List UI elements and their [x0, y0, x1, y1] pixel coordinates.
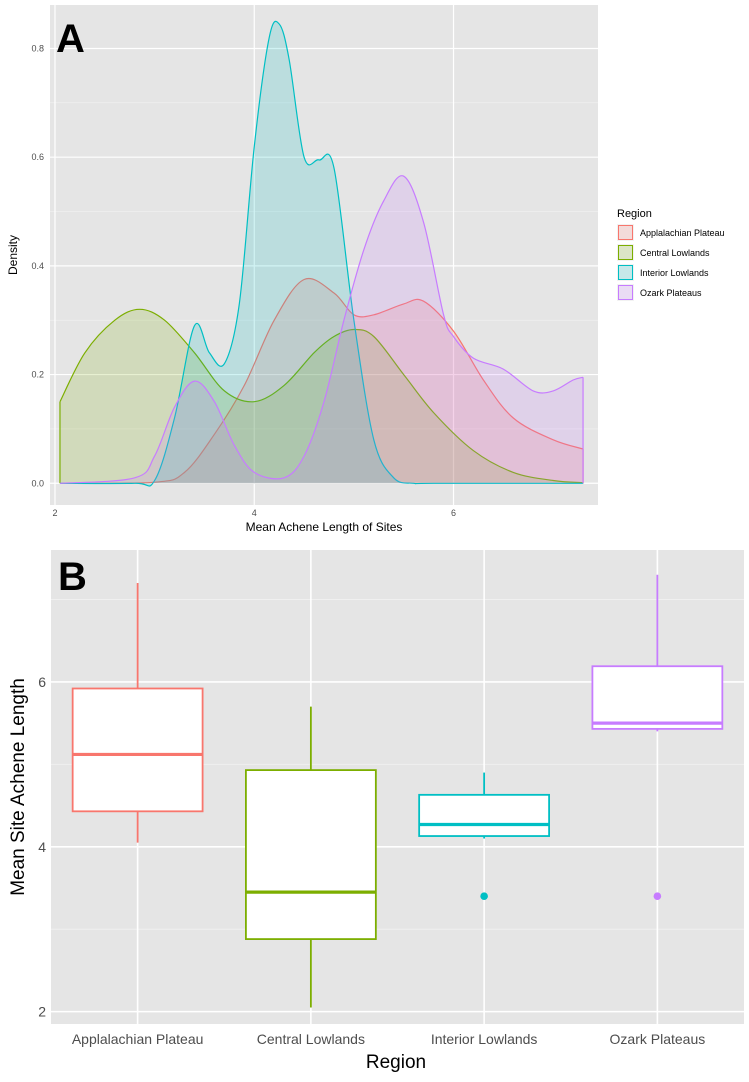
density-y-tick-label: 0.2 — [31, 370, 44, 380]
outlier-point — [653, 892, 662, 901]
boxplot-panel: 2 4 6 Applalachian Plateau Central Lowlands… — [8, 550, 744, 1073]
density-area-4 — [60, 175, 584, 484]
legend-swatch — [618, 245, 633, 260]
density-legend: Region Applalachian Plateau Central Lowlan… — [617, 208, 725, 301]
box-iqr — [71, 687, 204, 813]
legend-key-bg — [617, 224, 634, 241]
density-curves — [59, 20, 584, 487]
boxplot-boxes — [71, 574, 724, 1008]
boxplot-x-tick-label: Central Lowlands — [257, 1031, 365, 1047]
density-x-axis-title: Mean Achene Length of Sites — [246, 520, 403, 534]
density-line-3 — [59, 20, 584, 487]
density-plot-background — [50, 5, 598, 505]
boxplot-box-4 — [591, 574, 724, 901]
boxplot-x-tick-label: Applalachian Plateau — [72, 1031, 204, 1047]
density-x-tick-label: 4 — [252, 508, 257, 518]
density-x-tick-label: 2 — [52, 508, 57, 518]
boxplot-x-axis-title: Region — [366, 1052, 426, 1073]
outlier-point — [480, 892, 488, 901]
legend-swatch — [618, 285, 633, 300]
density-y-tick-labels: 0.0 0.2 0.4 0.6 0.8 — [31, 43, 44, 488]
box-iqr — [245, 769, 377, 940]
legend-label: Ozark Plateaus — [640, 288, 702, 298]
legend-swatch — [618, 265, 633, 280]
legend-swatch — [618, 225, 633, 240]
boxplot-x-tick-labels: Applalachian Plateau Central Lowlands Inte… — [72, 1031, 705, 1047]
boxplot-x-tick-label: Ozark Plateaus — [610, 1031, 706, 1047]
density-x-tick-labels: 2 4 6 — [52, 508, 456, 518]
boxplot-y-axis-title: Mean Site Achene Length — [8, 678, 29, 896]
legend-key-bg — [617, 284, 634, 301]
legend-label: Central Lowlands — [640, 248, 710, 258]
density-area-3 — [60, 21, 584, 487]
density-line-2 — [59, 308, 584, 484]
boxplot-box-2 — [245, 706, 377, 1008]
legend-label: Interior Lowlands — [640, 268, 709, 278]
panel-label-a: A — [56, 17, 85, 61]
boxplot-y-tick-labels: 2 4 6 — [38, 674, 46, 1020]
density-y-tick-label: 0.4 — [31, 261, 44, 271]
boxplot-box-1 — [71, 582, 204, 843]
box-iqr — [418, 793, 550, 837]
boxplot-x-tick-label: Interior Lowlands — [431, 1031, 538, 1047]
density-line-4 — [59, 175, 584, 484]
boxplot-box-3 — [418, 772, 550, 901]
legend-title: Region — [617, 208, 652, 220]
panel-label-b: B — [58, 555, 87, 599]
density-area-2 — [60, 309, 584, 484]
legend-label: Applalachian Plateau — [640, 228, 725, 238]
density-y-axis-title: Density — [6, 235, 20, 275]
density-y-tick-label: 0.0 — [31, 478, 44, 488]
density-x-tick-label: 6 — [451, 508, 456, 518]
legend-key-bg — [617, 264, 634, 281]
density-y-tick-label: 0.8 — [31, 43, 44, 53]
density-plot-panel: 0.0 0.2 0.4 0.6 0.8 2 4 6 Mean Achene Length o… — [6, 5, 725, 534]
density-y-tick-label: 0.6 — [31, 152, 44, 162]
legend-key-bg — [617, 244, 634, 261]
box-iqr — [591, 665, 724, 730]
boxplot-y-tick-label: 4 — [38, 839, 46, 855]
boxplot-y-tick-label: 2 — [38, 1004, 46, 1020]
boxplot-y-tick-label: 6 — [38, 674, 46, 690]
